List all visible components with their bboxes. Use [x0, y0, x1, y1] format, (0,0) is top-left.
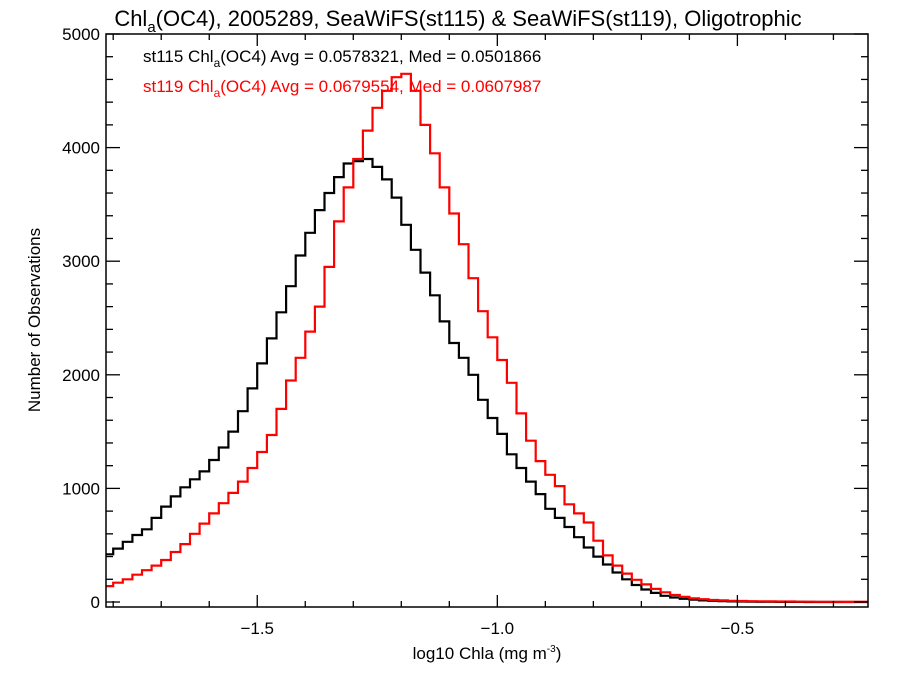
x-tick-label: −1.0 [481, 619, 515, 638]
tick-labels: −1.5 −1.0 −0.5 0 1000 2000 3000 4000 5000 [62, 25, 754, 638]
chart-title: Chla(OC4), 2005289, SeaWiFS(st115) & Sea… [114, 6, 801, 36]
legend-st119-pre: st119 Chl [143, 77, 214, 96]
y-tick-label: 1000 [62, 479, 100, 498]
plot-frame [105, 33, 869, 608]
y-tick-label: 3000 [62, 252, 100, 271]
x-tick-label: −1.5 [240, 619, 274, 638]
chart-title-post: (OC4), 2005289, SeaWiFS(st115) & SeaWiFS… [156, 6, 802, 31]
series-line-st119 [106, 72, 868, 603]
x-axis-label-pre: log10 Chla (mg m [413, 644, 547, 663]
legend-st119-post: (OC4) Avg = 0.0679554, Med = 0.0607987 [220, 77, 541, 96]
legend-st115-sub: a [214, 56, 221, 70]
y-tick-label: 5000 [62, 25, 100, 44]
series-line-st115 [106, 157, 868, 604]
series-layer [106, 72, 868, 604]
axes-layer [105, 33, 869, 608]
y-tick-label: 2000 [62, 366, 100, 385]
legend-st115-pre: st115 Chl [143, 47, 214, 66]
chart-title-sub: a [147, 19, 156, 36]
x-axis-label-sup: -3 [547, 644, 556, 655]
y-tick-label: 0 [91, 593, 100, 612]
x-axis-label-post: ) [556, 644, 562, 663]
legend-entry-st119: st119 Chla(OC4) Avg = 0.0679554, Med = 0… [143, 77, 541, 100]
legend-entry-st115: st115 Chla(OC4) Avg = 0.0578321, Med = 0… [143, 47, 541, 70]
legend-st115-post: (OC4) Avg = 0.0578321, Med = 0.0501866 [220, 47, 541, 66]
chart-title-pre: Chl [114, 6, 147, 31]
y-axis-label: Number of Observations [25, 228, 44, 412]
x-axis-label: log10 Chla (mg m-3) [413, 644, 562, 663]
legend-st119-sub: a [214, 86, 221, 100]
x-tick-label: −0.5 [721, 619, 755, 638]
y-tick-label: 4000 [62, 139, 100, 158]
